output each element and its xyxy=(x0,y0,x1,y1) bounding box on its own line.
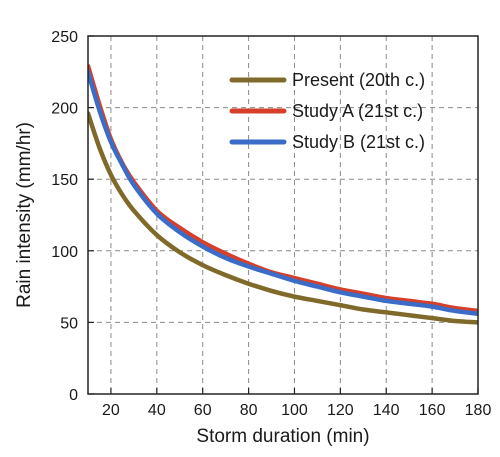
x-tick-label: 160 xyxy=(419,402,446,419)
y-tick-label: 200 xyxy=(51,101,78,118)
series-lines xyxy=(88,63,478,325)
x-tick-label: 80 xyxy=(240,402,258,419)
legend-label-study-a-21st-c: Study A (21st c.) xyxy=(292,101,423,121)
legend: Present (20th c.) Study A (21st c.) Study … xyxy=(229,70,425,152)
grid-lines xyxy=(88,36,478,394)
x-tick-label: 120 xyxy=(327,402,354,419)
x-axis-title: Storm duration (min) xyxy=(196,426,369,447)
series-line-present-20th-c xyxy=(88,111,478,325)
x-tick-label: 140 xyxy=(373,402,400,419)
y-tick-label: 250 xyxy=(51,29,78,46)
x-tick-label: 60 xyxy=(194,402,212,419)
x-tick-label: 100 xyxy=(281,402,308,419)
y-tick-label: 50 xyxy=(60,315,78,332)
y-tick-label: 0 xyxy=(69,387,78,404)
x-tick-label: 180 xyxy=(465,402,492,419)
x-tick-label: 40 xyxy=(148,402,166,419)
series-line-study-b-21st-c xyxy=(88,69,478,317)
y-tick-label: 100 xyxy=(51,244,78,261)
plot-frame xyxy=(87,35,479,395)
axis-ticks: 20 40 60 80 100 120 140 160 180 0 50 100 150 200 250 xyxy=(51,29,491,419)
legend-label-present-20th-c: Present (20th c.) xyxy=(292,70,425,90)
y-axis-title: Rain intensity (mm/hr) xyxy=(14,122,35,308)
y-tick-label: 150 xyxy=(51,172,78,189)
x-tick-label: 20 xyxy=(102,402,120,419)
legend-label-study-b-21st-c: Study B (21st c.) xyxy=(292,132,425,152)
